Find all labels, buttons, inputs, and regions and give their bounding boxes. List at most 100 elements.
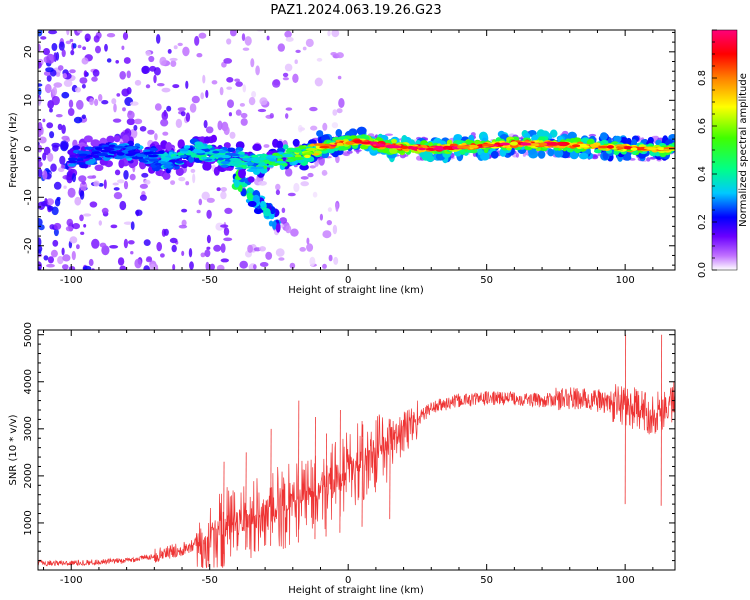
noise-blob <box>309 165 316 169</box>
snr-spike <box>325 433 327 537</box>
ridge-blob <box>271 162 277 166</box>
noise-blob <box>119 265 127 270</box>
noise-blob <box>316 57 323 62</box>
noise-blob <box>50 249 58 258</box>
ridge-blob <box>191 149 204 153</box>
noise-blob <box>65 226 74 232</box>
y-tick-label: 5000 <box>23 322 34 347</box>
x-tick-label: -100 <box>60 575 83 586</box>
ridge-blob <box>203 136 211 144</box>
noise-blob <box>257 108 267 113</box>
noise-blob <box>62 264 69 270</box>
noise-blob <box>163 228 169 236</box>
ridge-blob <box>356 126 367 136</box>
ridge-blob <box>200 156 208 160</box>
snr-y-ticks: 1000 2000 3000 4000 5000 <box>23 322 675 571</box>
noise-blob <box>126 118 136 126</box>
noise-blob <box>200 92 204 100</box>
noise-blob <box>47 256 55 264</box>
noise-blob <box>153 74 157 84</box>
noise-blob <box>91 175 97 179</box>
noise-blob <box>240 112 248 119</box>
ridge-blob <box>90 139 101 148</box>
noise-blob <box>61 135 70 141</box>
noise-blob <box>134 118 143 125</box>
ridge-blob <box>84 146 93 150</box>
noise-blob <box>74 196 82 206</box>
ridge-blob <box>125 153 134 157</box>
noise-blob <box>139 194 147 201</box>
noise-blob <box>216 264 225 270</box>
ridge-blob <box>277 147 285 153</box>
snr-spike <box>314 417 316 540</box>
noise-blob <box>113 187 120 191</box>
ridge-blob <box>176 160 184 164</box>
noise-blob <box>63 79 73 87</box>
noise-blob <box>300 181 310 187</box>
ridge-blob <box>148 158 160 162</box>
ridge-blob <box>154 162 162 166</box>
ridge-blob <box>258 157 265 161</box>
noise-blob <box>331 122 339 129</box>
noise-blob <box>117 179 125 184</box>
noise-blob <box>185 181 190 186</box>
colorbar-tick-label: 0.0 <box>697 262 708 278</box>
noise-blob <box>322 230 332 239</box>
noise-blob <box>61 247 65 256</box>
ridge-blob <box>499 142 511 146</box>
noise-blob <box>70 49 75 56</box>
noise-blob <box>38 266 41 270</box>
ridge-blob <box>292 138 300 147</box>
noise-blob <box>226 77 234 83</box>
noise-blob <box>46 122 54 129</box>
noise-blob <box>38 160 43 168</box>
y-tick-label: -10 <box>23 189 34 205</box>
noise-blob <box>242 47 250 51</box>
ridge-blob <box>76 162 86 165</box>
noise-blob <box>328 254 333 262</box>
ridge-blob <box>122 134 130 143</box>
noise-blob <box>52 144 59 152</box>
ridge-blob <box>68 163 76 167</box>
ridge-blob <box>649 151 657 157</box>
snr-spike <box>361 438 363 527</box>
ridge-blob <box>589 144 599 148</box>
ridge-blob <box>94 164 104 171</box>
noise-blob <box>101 100 109 105</box>
x-tick-label: 0 <box>345 275 351 286</box>
noise-blob <box>310 125 318 131</box>
noise-blob <box>83 70 88 78</box>
y-tick-label: 0 <box>23 146 34 152</box>
noise-blob <box>336 108 343 114</box>
snr-frame <box>37 329 676 571</box>
snr-panel: -100 -50 0 50 100 1000 2000 3000 4000 5000 Heigh… <box>8 322 676 596</box>
noise-blob <box>177 42 183 47</box>
noise-blob <box>258 180 267 186</box>
noise-blob <box>76 244 80 250</box>
ridge-blob <box>274 160 287 164</box>
spectrogram-x-ticks: -100 -50 0 50 100 <box>43 30 654 286</box>
branch-blob <box>237 184 243 192</box>
noise-blob <box>178 224 188 229</box>
ridge-blob <box>118 159 125 169</box>
noise-blob <box>335 202 339 212</box>
noise-blob <box>119 71 126 80</box>
noise-blob <box>220 191 227 200</box>
noise-blob <box>235 81 243 87</box>
noise-blob <box>51 43 58 51</box>
ridge-blob <box>266 165 274 168</box>
ridge-blob <box>78 153 88 157</box>
noise-blob <box>38 244 43 254</box>
ridge-blob <box>281 162 288 167</box>
noise-blob <box>307 172 314 178</box>
noise-blob <box>287 192 296 197</box>
ridge-blob <box>203 161 212 171</box>
ridge-blob <box>242 158 253 162</box>
ridge-blob <box>213 154 224 158</box>
noise-blob <box>200 252 206 258</box>
noise-blob <box>294 59 298 64</box>
ridge-blob <box>263 159 271 164</box>
noise-blob <box>235 109 242 116</box>
branch-blob <box>247 187 253 193</box>
noise-blob <box>275 183 281 191</box>
